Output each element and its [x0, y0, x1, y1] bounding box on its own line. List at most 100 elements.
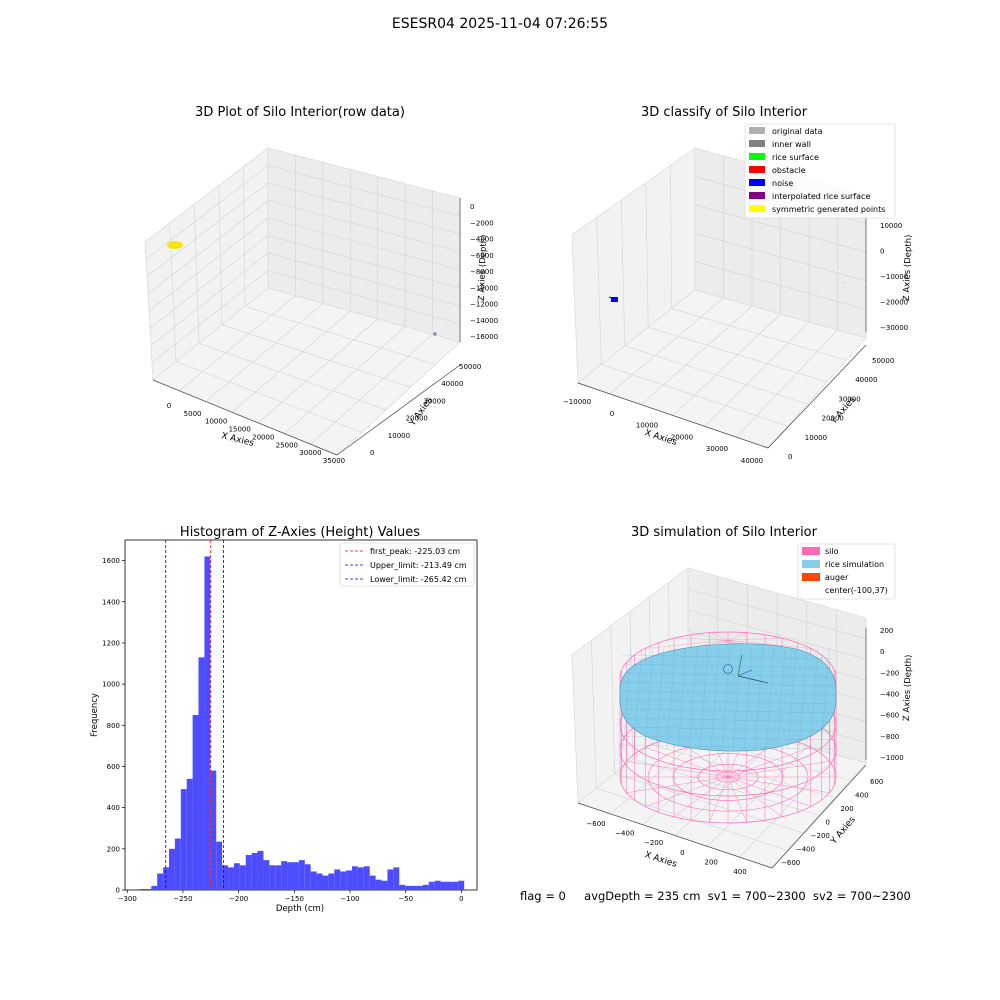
- raw-y-tick-label: 20000: [406, 415, 428, 423]
- histogram-y-tick-label: 1400: [102, 598, 120, 606]
- panel-raw-title: 3D Plot of Silo Interior(row data): [195, 105, 405, 120]
- classify-y-tick-label: 0: [788, 453, 792, 461]
- simulation-y-tick-label: −400: [796, 846, 815, 854]
- histogram-bar: [257, 850, 264, 890]
- legend-swatch: [749, 153, 765, 160]
- classify-z-tick-label: 10000: [880, 222, 902, 230]
- histogram-bar: [357, 867, 364, 890]
- histogram-bar: [422, 884, 429, 890]
- histogram-bar: [151, 885, 158, 890]
- histogram-bar: [411, 885, 417, 890]
- simulation-x-tick-label: −600: [586, 820, 605, 828]
- histogram-bar: [263, 860, 270, 890]
- histogram-y-tick-label: 1000: [102, 681, 120, 689]
- classify-x-tick-label: 20000: [671, 433, 693, 441]
- histogram-bar: [458, 880, 465, 890]
- histogram-bar: [275, 865, 282, 890]
- raw-x-tick-label: 15000: [229, 426, 251, 434]
- panel-raw-points: [167, 241, 437, 336]
- histogram-bar: [399, 884, 406, 890]
- histogram-x-tick-label: 0: [459, 895, 463, 903]
- legend-label: interpolated rice surface: [772, 192, 870, 201]
- raw-y-tick-label: 0: [370, 449, 374, 457]
- raw-z-tick-label: −14000: [470, 317, 498, 325]
- classify-y-tick-label: 20000: [822, 415, 844, 423]
- histogram-bar: [269, 865, 276, 890]
- legend-label: symmetric generated points: [772, 205, 885, 214]
- histogram-bar: [346, 870, 353, 890]
- histogram-bar: [186, 778, 193, 890]
- simulation-z-tick-label: 200: [880, 627, 893, 635]
- raw-x-tick-label: 35000: [323, 457, 345, 465]
- histogram-plot-area: [124, 539, 478, 891]
- panel-classify-3d: 3D classify of Silo Interior −10000 0 1000…: [563, 105, 914, 465]
- histogram-bar: [405, 885, 412, 890]
- simulation-y-tick-label: −200: [811, 832, 830, 840]
- histogram-bar: [369, 875, 376, 890]
- histogram-bar: [440, 881, 447, 890]
- histogram-bar: [304, 864, 311, 890]
- histogram-bar: [434, 880, 441, 890]
- histogram-y-tick-label: 600: [107, 763, 120, 771]
- histogram-x-tick-label: −300: [118, 895, 137, 903]
- legend-label: inner wall: [772, 140, 811, 149]
- legend-swatch: [749, 166, 765, 173]
- panel-simulation-3d: 3D simulation of Silo Interior −600 −400 −…: [571, 525, 914, 876]
- histogram-bar: [204, 556, 211, 890]
- raw-z-tick-label: −8000: [470, 268, 494, 276]
- raw-outlier-point: [433, 332, 437, 336]
- classify-x-tick-label: 10000: [636, 422, 658, 430]
- sv2-value: sv2 = 700~2300: [812, 889, 911, 903]
- raw-x-tick-label: 5000: [184, 410, 202, 418]
- histogram-x-tick-label: −100: [340, 895, 359, 903]
- raw-x-tick-label: 25000: [276, 441, 298, 449]
- raw-x-tick-label: 10000: [205, 418, 227, 426]
- classify-z-tick-label: −30000: [880, 324, 908, 332]
- simulation-legend-label: silo: [825, 547, 839, 556]
- legend-swatch: [802, 547, 820, 555]
- histogram-bar: [328, 873, 335, 890]
- panel-raw-zlabel: Z Axies (Depth): [477, 234, 489, 301]
- histogram-x-tick-label: −50: [398, 895, 413, 903]
- simulation-z-tick-label: −1000: [880, 754, 904, 762]
- legend-label: rice surface: [772, 153, 819, 162]
- histogram-x-tick-label: −150: [285, 895, 304, 903]
- histogram-bar: [340, 871, 347, 890]
- classify-y-tick-label: 30000: [838, 395, 860, 403]
- raw-x-tick-label: 30000: [299, 449, 321, 457]
- classify-z-tick-label: 0: [880, 248, 884, 256]
- histogram-bar: [452, 881, 459, 890]
- noise-stray-point: [608, 296, 615, 300]
- raw-y-tick-label: 50000: [459, 363, 481, 371]
- histogram-bar: [281, 861, 288, 890]
- noise-cluster: [611, 297, 618, 302]
- simulation-legend-label: center(-100,37): [825, 586, 888, 595]
- simulation-z-tick-label: −800: [880, 733, 899, 741]
- simulation-z-tick-label: 0: [880, 648, 884, 656]
- histogram-bar: [163, 867, 169, 890]
- histogram-bar: [292, 862, 299, 890]
- legend-swatch: [749, 127, 765, 134]
- legend-swatch: [749, 192, 765, 199]
- simulation-xlabel: X Axies: [643, 850, 678, 870]
- histogram-bar: [198, 657, 205, 890]
- legend-swatch: [749, 205, 765, 212]
- panel-classify-points: [608, 282, 844, 302]
- classify-x-tick-label: 0: [610, 410, 614, 418]
- raw-y-tick-label: 40000: [441, 380, 463, 388]
- histogram-legend: first_peak: -225.03 cm Upper_limit: -213.…: [339, 542, 475, 587]
- legend-label: noise: [772, 179, 793, 188]
- histogram-bar: [375, 879, 382, 890]
- panel-classify-title: 3D classify of Silo Interior: [641, 105, 808, 120]
- histogram-y-tick-label: 0: [116, 887, 120, 895]
- simulation-x-tick-label: 200: [705, 858, 718, 866]
- flag-value: flag = 0: [520, 889, 566, 903]
- histogram-bar: [169, 848, 175, 890]
- histogram-y-tick-label: 1600: [102, 557, 120, 565]
- histogram-bar: [298, 860, 305, 890]
- legend-swatch: [749, 179, 765, 186]
- classify-legend: original data inner wall rice surface obsta…: [744, 123, 896, 219]
- histogram-bar: [192, 715, 199, 890]
- histogram-legend-label: Lower_limit: -265.42 cm: [370, 575, 467, 584]
